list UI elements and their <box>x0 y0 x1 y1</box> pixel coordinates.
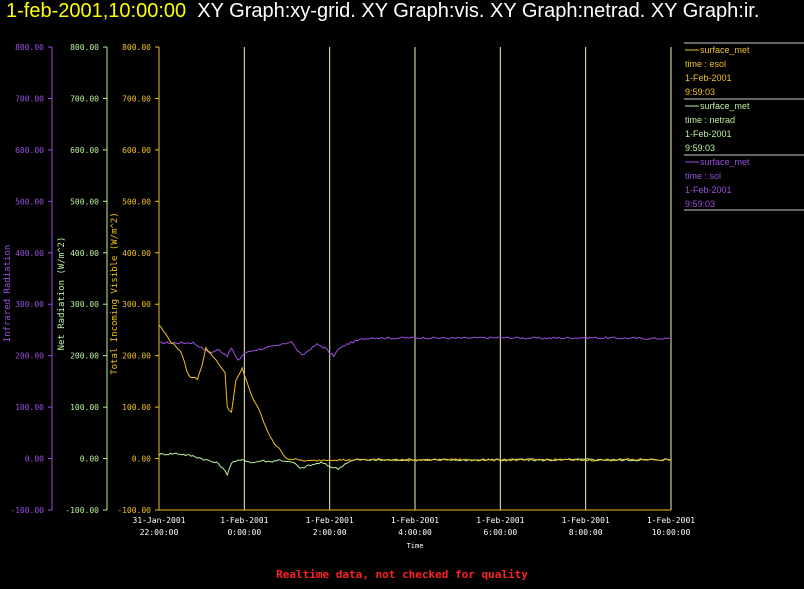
y-tick-label-netrad: 0.00 <box>80 455 99 464</box>
x-tick-label-date: 31-Jan-2001 <box>133 516 186 525</box>
x-tick-label-time: 8:00:00 <box>569 528 603 537</box>
y-tick-label-netrad: 800.00 <box>70 43 99 52</box>
y-axis-label-netrad: Net Radiation (W/m^2) <box>57 237 67 351</box>
x-tick-label-time: 0:00:00 <box>227 528 261 537</box>
legend-name: surface_met <box>700 101 750 111</box>
legend-name: surface_met <box>700 45 750 55</box>
legend-time: 9:59:03 <box>685 87 715 97</box>
y-tick-label-ir: 600.00 <box>15 146 44 155</box>
series-line-ir <box>158 336 672 361</box>
y-tick-label-vis: 300.00 <box>122 300 151 309</box>
y-tick-label-netrad: 300.00 <box>70 300 99 309</box>
legend-date: 1-Feb-2001 <box>685 129 732 139</box>
y-tick-label-netrad: 600.00 <box>70 146 99 155</box>
y-axis-label-vis: Total Incoming Visible (W/m^2) <box>110 212 120 375</box>
y-tick-label-ir: 700.00 <box>15 94 44 103</box>
x-tick-label-time: 2:00:00 <box>313 528 347 537</box>
x-tick-label-date: 1-Feb-2001 <box>220 516 268 525</box>
title-timestamp: 1-feb-2001,10:00:00 <box>6 0 187 22</box>
x-axis: 31-Jan-2001 22:00:00 1-Feb-2001 0:00:00 1-Fe… <box>133 509 695 550</box>
y-tick-label-ir: 300.00 <box>15 300 44 309</box>
y-tick-label-ir: 100.00 <box>15 403 44 412</box>
y-tick-label-ir: 0.00 <box>25 455 44 464</box>
y-tick-label-vis: -100.00 <box>117 506 151 515</box>
y-tick-label-netrad: 200.00 <box>70 352 99 361</box>
x-tick-label-date: 1-Feb-2001 <box>391 516 439 525</box>
grid-lines <box>158 47 672 510</box>
legend-var: time : sol <box>685 171 721 181</box>
series-line-netrad <box>158 452 672 477</box>
y-tick-label-ir: -100.00 <box>10 506 44 515</box>
quality-note: Realtime data, not checked for quality <box>276 568 528 581</box>
y-axes: 800.00 700.00 600.00 500.00 400.00 300.00 200.… <box>3 43 160 515</box>
y-tick-label-ir: 500.00 <box>15 197 44 206</box>
chart-title: 1-feb-2001,10:00:00 XY Graph:xy-grid. XY… <box>6 0 759 23</box>
y-tick-label-ir: 200.00 <box>15 352 44 361</box>
x-axis-label: Time <box>407 542 424 550</box>
y-tick-label-netrad: 100.00 <box>70 403 99 412</box>
title-graphs: XY Graph:xy-grid. XY Graph:vis. XY Graph… <box>197 0 760 22</box>
x-tick-label-time: 6:00:00 <box>483 528 517 537</box>
legend-time: 9:59:03 <box>685 199 715 209</box>
y-tick-label-vis: 100.00 <box>122 403 151 412</box>
x-tick-label-date: 1-Feb-2001 <box>562 516 610 525</box>
legend-var: time : netrad <box>685 115 735 125</box>
y-tick-label-vis: 500.00 <box>122 197 151 206</box>
legend-date: 1-Feb-2001 <box>685 185 732 195</box>
y-tick-label-netrad: 500.00 <box>70 197 99 206</box>
series-line-vis <box>158 324 672 462</box>
x-tick-label-time: 10:00:00 <box>652 528 691 537</box>
y-tick-label-netrad: 700.00 <box>70 94 99 103</box>
legend-var: time : esol <box>685 59 726 69</box>
legend-date: 1-Feb-2001 <box>685 73 732 83</box>
x-tick-label-date: 1-Feb-2001 <box>306 516 354 525</box>
y-tick-label-vis: 700.00 <box>122 94 151 103</box>
plot-series <box>158 324 672 477</box>
y-axis-label-ir: Infrared Radiation <box>3 245 13 343</box>
y-tick-label-vis: 0.00 <box>132 455 151 464</box>
legend-time: 9:59:03 <box>685 143 715 153</box>
y-tick-label-vis: 600.00 <box>122 146 151 155</box>
x-tick-label-time: 4:00:00 <box>398 528 432 537</box>
y-tick-label-netrad: 400.00 <box>70 249 99 258</box>
x-tick-label-time: 22:00:00 <box>140 528 179 537</box>
y-tick-label-ir: 800.00 <box>15 43 44 52</box>
y-tick-label-ir: 400.00 <box>15 249 44 258</box>
y-tick-label-netrad: -100.00 <box>65 506 99 515</box>
x-tick-label-date: 1-Feb-2001 <box>647 516 695 525</box>
x-tick-label-date: 1-Feb-2001 <box>476 516 524 525</box>
y-tick-label-vis: 800.00 <box>122 43 151 52</box>
legend-name: surface_met <box>700 157 750 167</box>
y-tick-label-vis: 400.00 <box>122 249 151 258</box>
y-tick-label-vis: 200.00 <box>122 352 151 361</box>
